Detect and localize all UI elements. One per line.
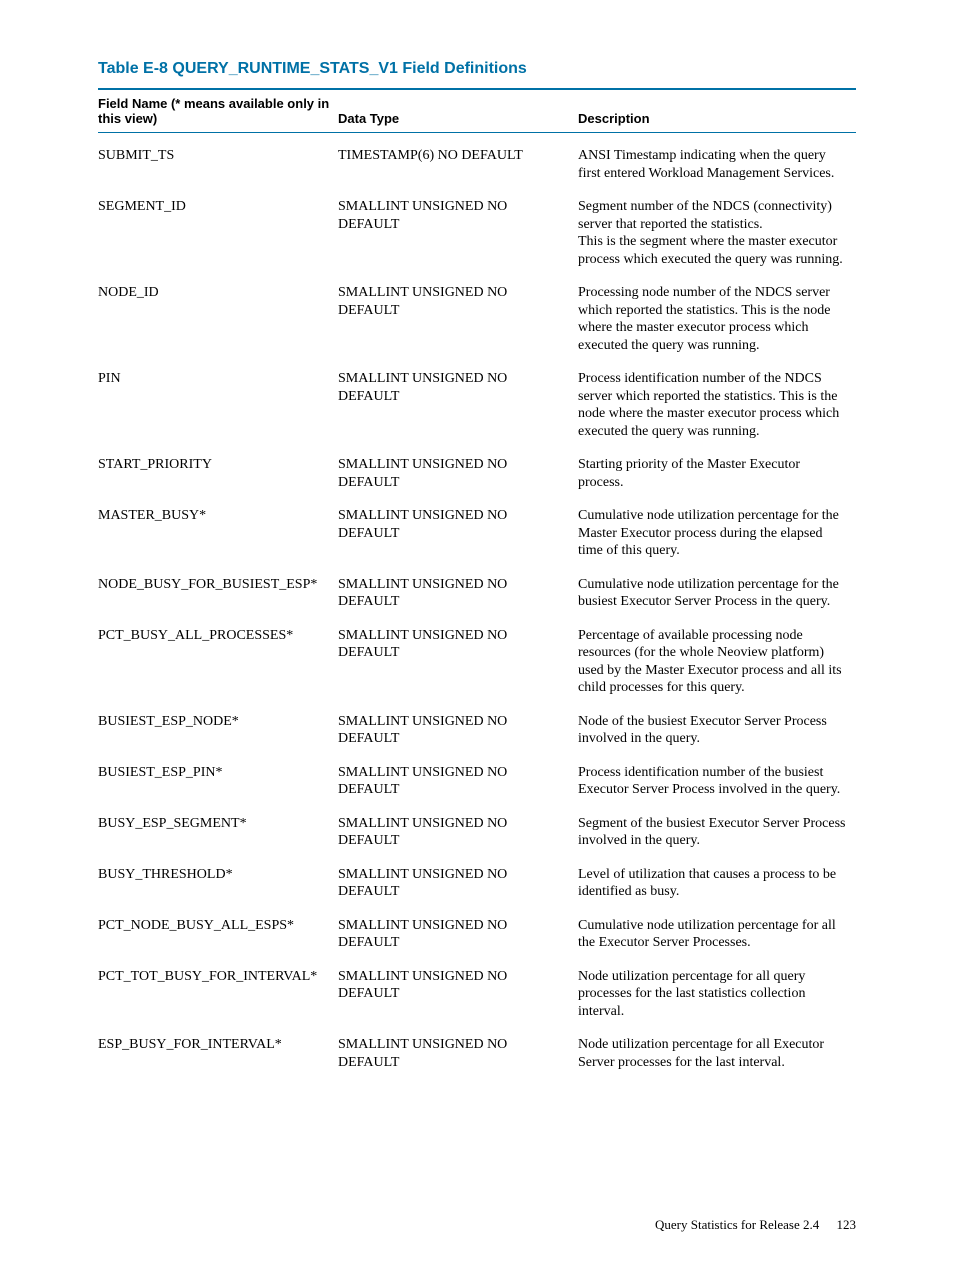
col-header-desc: Description [578,96,856,128]
cell-description: Node utilization percentage for all quer… [578,962,856,1031]
cell-data-type: SMALLINT UNSIGNED NO DEFAULT [338,450,578,501]
cell-field-name: MASTER_BUSY* [98,501,338,570]
cell-data-type: TIMESTAMP(6) NO DEFAULT [338,141,578,192]
table-row: SUBMIT_TSTIMESTAMP(6) NO DEFAULTANSI Tim… [98,141,856,192]
table-row: START_PRIORITYSMALLINT UNSIGNED NO DEFAU… [98,450,856,501]
cell-field-name: SEGMENT_ID [98,192,338,278]
cell-field-name: ESP_BUSY_FOR_INTERVAL* [98,1030,338,1081]
table-row: PCT_TOT_BUSY_FOR_INTERVAL*SMALLINT UNSIG… [98,962,856,1031]
cell-field-name: PCT_TOT_BUSY_FOR_INTERVAL* [98,962,338,1031]
cell-description: Starting priority of the Master Executor… [578,450,856,501]
cell-description: Node utilization percentage for all Exec… [578,1030,856,1081]
rule-top [98,88,856,90]
cell-field-name: START_PRIORITY [98,450,338,501]
cell-data-type: SMALLINT UNSIGNED NO DEFAULT [338,192,578,278]
cell-description: Percentage of available processing node … [578,621,856,707]
page-footer: Query Statistics for Release 2.4 123 [655,1217,856,1233]
table-row: NODE_IDSMALLINT UNSIGNED NO DEFAULTProce… [98,278,856,364]
cell-field-name: BUSY_ESP_SEGMENT* [98,809,338,860]
rule-header [98,132,856,133]
cell-description: Process identification number of the NDC… [578,364,856,450]
table-row: PCT_BUSY_ALL_PROCESSES*SMALLINT UNSIGNED… [98,621,856,707]
cell-field-name: BUSY_THRESHOLD* [98,860,338,911]
cell-field-name: PCT_BUSY_ALL_PROCESSES* [98,621,338,707]
table-row: NODE_BUSY_FOR_BUSIEST_ESP*SMALLINT UNSIG… [98,570,856,621]
table-row: BUSY_ESP_SEGMENT*SMALLINT UNSIGNED NO DE… [98,809,856,860]
cell-description: Level of utilization that causes a proce… [578,860,856,911]
cell-data-type: SMALLINT UNSIGNED NO DEFAULT [338,911,578,962]
cell-field-name: PIN [98,364,338,450]
cell-data-type: SMALLINT UNSIGNED NO DEFAULT [338,1030,578,1081]
cell-field-name: BUSIEST_ESP_NODE* [98,707,338,758]
table-row: ESP_BUSY_FOR_INTERVAL*SMALLINT UNSIGNED … [98,1030,856,1081]
table-row: MASTER_BUSY*SMALLINT UNSIGNED NO DEFAULT… [98,501,856,570]
cell-field-name: SUBMIT_TS [98,141,338,192]
table-row: BUSIEST_ESP_PIN*SMALLINT UNSIGNED NO DEF… [98,758,856,809]
cell-data-type: SMALLINT UNSIGNED NO DEFAULT [338,707,578,758]
table-head: Field Name (* means available only in th… [98,96,856,141]
cell-description: Process identification number of the bus… [578,758,856,809]
footer-page-number: 123 [837,1217,857,1232]
cell-data-type: SMALLINT UNSIGNED NO DEFAULT [338,860,578,911]
cell-description: Segment number of the NDCS (connectivity… [578,192,856,278]
cell-description: Segment of the busiest Executor Server P… [578,809,856,860]
table-row: PCT_NODE_BUSY_ALL_ESPS*SMALLINT UNSIGNED… [98,911,856,962]
table-body: SUBMIT_TSTIMESTAMP(6) NO DEFAULTANSI Tim… [98,141,856,1081]
cell-field-name: BUSIEST_ESP_PIN* [98,758,338,809]
table-row: BUSIEST_ESP_NODE*SMALLINT UNSIGNED NO DE… [98,707,856,758]
cell-description: Cumulative node utilization percentage f… [578,501,856,570]
cell-data-type: SMALLINT UNSIGNED NO DEFAULT [338,758,578,809]
cell-field-name: NODE_ID [98,278,338,364]
col-header-type: Data Type [338,96,578,128]
footer-text: Query Statistics for Release 2.4 [655,1217,819,1232]
cell-field-name: PCT_NODE_BUSY_ALL_ESPS* [98,911,338,962]
table-row: PINSMALLINT UNSIGNED NO DEFAULTProcess i… [98,364,856,450]
col-header-field: Field Name (* means available only in th… [98,96,338,128]
table-row: BUSY_THRESHOLD*SMALLINT UNSIGNED NO DEFA… [98,860,856,911]
cell-data-type: SMALLINT UNSIGNED NO DEFAULT [338,809,578,860]
cell-data-type: SMALLINT UNSIGNED NO DEFAULT [338,962,578,1031]
cell-data-type: SMALLINT UNSIGNED NO DEFAULT [338,278,578,364]
cell-data-type: SMALLINT UNSIGNED NO DEFAULT [338,621,578,707]
cell-description: Node of the busiest Executor Server Proc… [578,707,856,758]
cell-data-type: SMALLINT UNSIGNED NO DEFAULT [338,364,578,450]
cell-description: Processing node number of the NDCS serve… [578,278,856,364]
field-definitions-table: Field Name (* means available only in th… [98,96,856,1081]
cell-data-type: SMALLINT UNSIGNED NO DEFAULT [338,570,578,621]
cell-data-type: SMALLINT UNSIGNED NO DEFAULT [338,501,578,570]
cell-field-name: NODE_BUSY_FOR_BUSIEST_ESP* [98,570,338,621]
table-row: SEGMENT_IDSMALLINT UNSIGNED NO DEFAULTSe… [98,192,856,278]
page: Table E-8 QUERY_RUNTIME_STATS_V1 Field D… [0,0,954,1271]
cell-description: Cumulative node utilization percentage f… [578,911,856,962]
cell-description: Cumulative node utilization percentage f… [578,570,856,621]
cell-description: ANSI Timestamp indicating when the query… [578,141,856,192]
table-title: Table E-8 QUERY_RUNTIME_STATS_V1 Field D… [98,60,856,78]
